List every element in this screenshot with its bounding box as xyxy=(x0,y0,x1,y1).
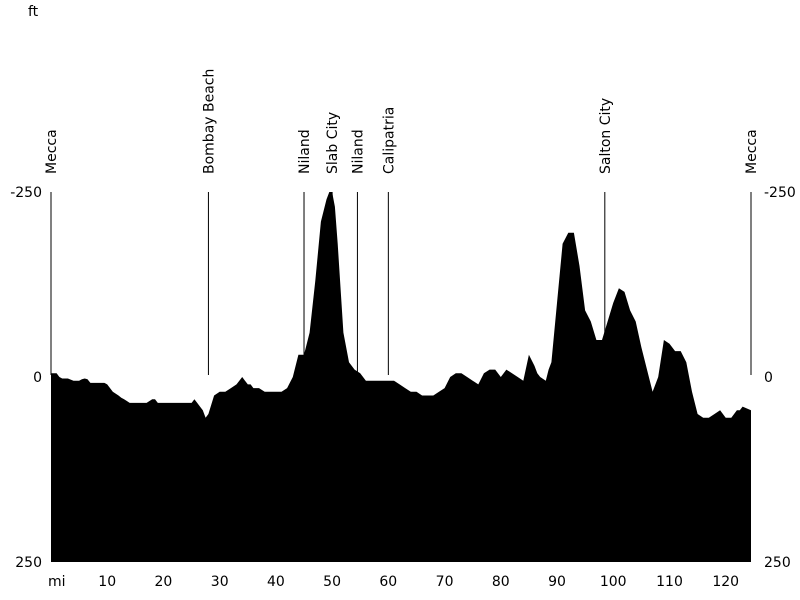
x-tick-label: 80 xyxy=(492,574,510,590)
location-label: Niland xyxy=(297,129,313,174)
location-markers: Mecca Bombay Beach Niland Slab City Niland Ca… xyxy=(44,69,760,375)
y-tick-label-left: -250 xyxy=(10,185,42,201)
x-tick-label: 90 xyxy=(548,574,566,590)
location-label: Salton City xyxy=(598,98,614,174)
y-tick-label-right: -250 xyxy=(764,185,796,201)
x-axis-unit-label: mi xyxy=(48,574,66,590)
x-tick-label: 120 xyxy=(712,574,739,590)
x-tick-label: 100 xyxy=(600,574,627,590)
x-tick-label: 40 xyxy=(267,574,285,590)
x-tick-label: 70 xyxy=(436,574,454,590)
y-tick-label-right: 250 xyxy=(764,555,791,571)
tick-labels: 10 20 30 40 50 60 70 80 90 100 110 120 250 250 0 0 -250 -… xyxy=(10,185,796,590)
elevation-area xyxy=(51,192,751,562)
y-tick-label-right: 0 xyxy=(764,370,773,386)
x-tick-label: 50 xyxy=(323,574,341,590)
x-tick-label: 60 xyxy=(379,574,397,590)
y-tick-label-left: 0 xyxy=(33,370,42,386)
location-label: Mecca xyxy=(744,129,760,174)
x-tick-label: 10 xyxy=(98,574,116,590)
x-tick-label: 110 xyxy=(656,574,683,590)
plot-area xyxy=(51,192,751,562)
x-tick-label: 20 xyxy=(154,574,172,590)
location-label: Mecca xyxy=(44,129,60,174)
x-tick-label: 30 xyxy=(211,574,229,590)
location-label: Slab City xyxy=(325,112,341,174)
location-label: Calipatria xyxy=(381,107,397,174)
y-tick-label-left: 250 xyxy=(15,555,42,571)
axis-labels: ft mi xyxy=(28,4,66,590)
location-label: Niland xyxy=(350,129,366,174)
location-label: Bombay Beach xyxy=(201,69,217,174)
y-axis-unit-label: ft xyxy=(28,4,39,20)
